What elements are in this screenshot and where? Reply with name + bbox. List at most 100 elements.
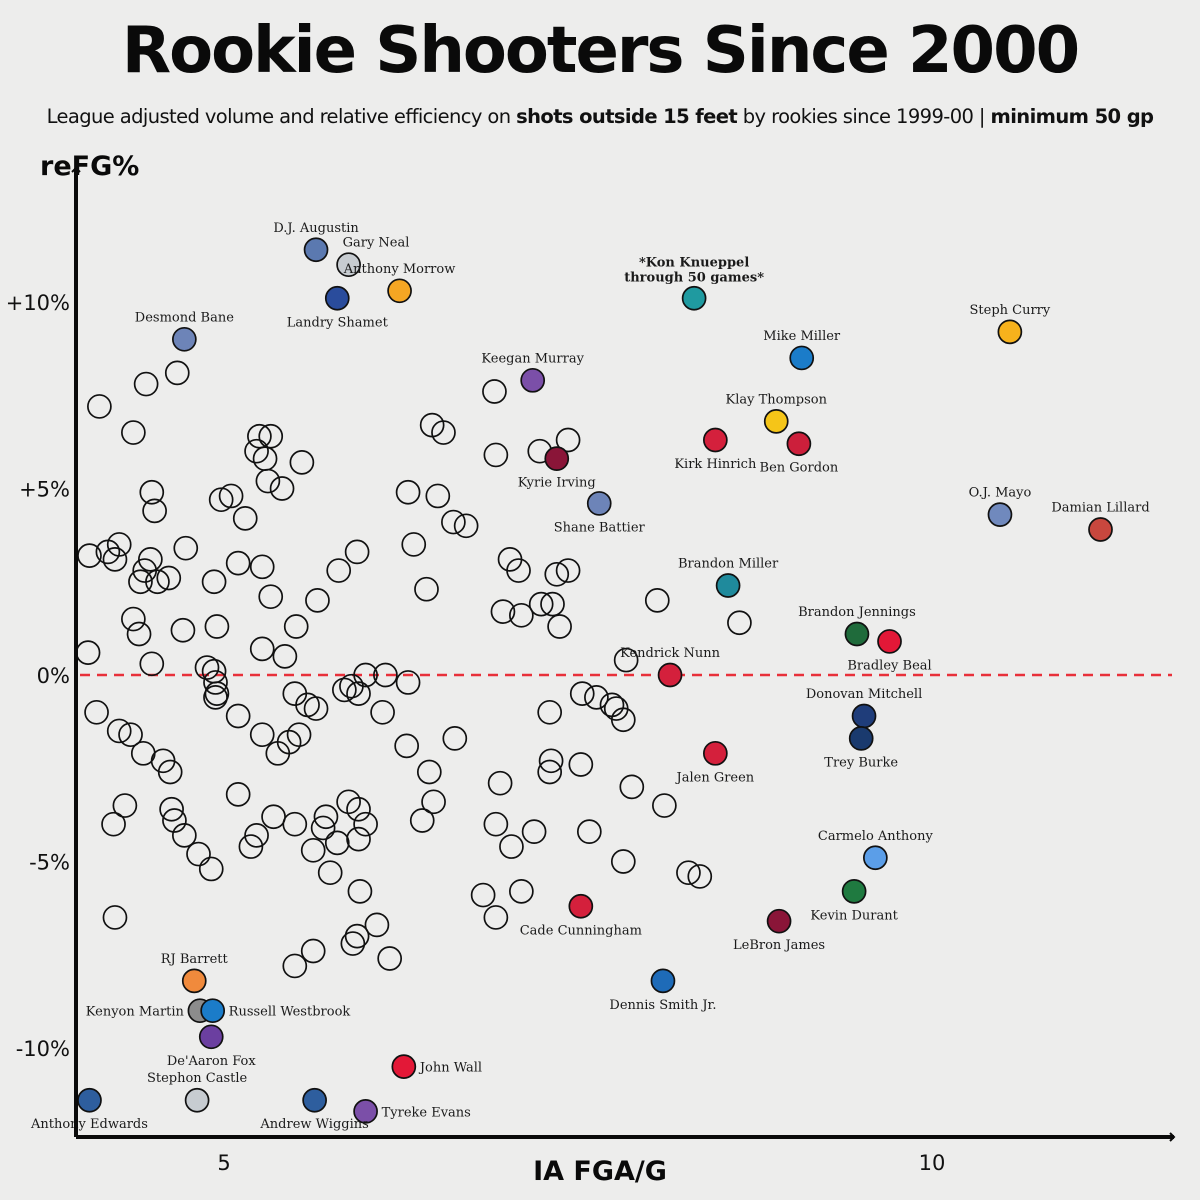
player-point[interactable] <box>346 681 371 707</box>
player-point[interactable] <box>584 685 609 710</box>
player-point[interactable] <box>303 696 329 721</box>
player-point[interactable] <box>442 726 468 751</box>
player-point[interactable] <box>198 856 224 882</box>
highlighted-player-point[interactable] <box>184 1087 210 1113</box>
player-point[interactable] <box>289 450 315 475</box>
player-point[interactable] <box>509 878 534 904</box>
highlighted-player-point[interactable] <box>181 968 207 994</box>
player-point[interactable] <box>483 905 509 930</box>
player-point[interactable] <box>126 621 152 647</box>
player-point[interactable] <box>102 547 128 572</box>
player-point[interactable] <box>521 819 547 845</box>
player-point[interactable] <box>336 789 361 815</box>
player-point[interactable] <box>128 569 153 595</box>
player-point[interactable] <box>106 532 132 557</box>
highlighted-player-point[interactable] <box>586 491 612 516</box>
player-point[interactable] <box>310 815 336 841</box>
player-point[interactable] <box>162 808 187 833</box>
player-point[interactable] <box>106 718 132 744</box>
player-point[interactable] <box>395 670 421 695</box>
highlighted-player-point[interactable] <box>766 908 792 934</box>
player-point[interactable] <box>232 505 258 531</box>
player-point[interactable] <box>344 539 370 565</box>
highlighted-player-point[interactable] <box>303 237 329 263</box>
player-point[interactable] <box>347 878 373 904</box>
player-point[interactable] <box>249 554 275 580</box>
highlighted-player-point[interactable] <box>789 345 815 371</box>
player-point[interactable] <box>528 591 554 617</box>
highlighted-player-point[interactable] <box>715 573 741 598</box>
highlighted-player-point[interactable] <box>848 726 874 751</box>
player-point[interactable] <box>194 655 220 680</box>
player-point[interactable] <box>453 513 479 539</box>
player-point[interactable] <box>164 360 190 386</box>
player-point[interactable] <box>244 438 269 464</box>
highlighted-player-point[interactable] <box>786 431 812 457</box>
player-point[interactable] <box>300 938 326 964</box>
player-point[interactable] <box>353 811 378 837</box>
player-point[interactable] <box>112 793 138 818</box>
player-point[interactable] <box>727 610 752 636</box>
player-point[interactable] <box>121 420 146 445</box>
player-point[interactable] <box>538 748 564 774</box>
player-point[interactable] <box>431 420 456 445</box>
player-point[interactable] <box>470 882 496 908</box>
highlighted-player-point[interactable] <box>77 1087 102 1113</box>
player-point[interactable] <box>300 837 326 863</box>
player-point[interactable] <box>509 602 534 628</box>
player-point[interactable] <box>506 558 531 583</box>
player-point[interactable] <box>332 677 357 703</box>
player-point[interactable] <box>261 804 286 830</box>
player-point[interactable] <box>84 699 109 725</box>
player-point[interactable] <box>377 946 403 971</box>
player-point[interactable] <box>373 662 398 688</box>
player-point[interactable] <box>499 834 524 859</box>
player-point[interactable] <box>173 535 199 561</box>
player-point[interactable] <box>610 849 636 874</box>
player-point[interactable] <box>340 931 366 956</box>
highlighted-player-point[interactable] <box>650 968 676 994</box>
player-point[interactable] <box>305 588 330 613</box>
player-point[interactable] <box>225 703 251 729</box>
highlighted-player-point[interactable] <box>520 367 546 393</box>
player-point[interactable] <box>326 558 352 583</box>
player-point[interactable] <box>139 479 165 505</box>
player-point[interactable] <box>172 823 197 848</box>
player-point[interactable] <box>102 905 128 930</box>
player-point[interactable] <box>272 643 298 669</box>
player-point[interactable] <box>409 808 435 833</box>
player-point[interactable] <box>208 487 234 513</box>
player-point[interactable] <box>353 662 378 688</box>
player-point[interactable] <box>201 569 227 595</box>
player-point[interactable] <box>555 427 581 453</box>
player-point[interactable] <box>414 576 439 602</box>
player-point[interactable] <box>145 569 170 595</box>
player-point[interactable] <box>394 733 420 759</box>
player-point[interactable] <box>613 647 639 673</box>
player-point[interactable] <box>203 685 228 710</box>
highlighted-player-point[interactable] <box>851 703 877 729</box>
player-point[interactable] <box>339 673 364 699</box>
player-point[interactable] <box>255 468 281 494</box>
player-point[interactable] <box>139 651 165 677</box>
player-point[interactable] <box>282 953 308 979</box>
highlighted-player-point[interactable] <box>302 1087 327 1113</box>
highlighted-player-point[interactable] <box>172 326 197 352</box>
highlighted-player-point[interactable] <box>568 893 594 919</box>
player-point[interactable] <box>547 614 572 639</box>
player-point[interactable] <box>487 770 513 796</box>
player-point[interactable] <box>652 793 677 818</box>
player-point[interactable] <box>676 860 701 886</box>
player-point[interactable] <box>555 558 581 583</box>
player-point[interactable] <box>441 509 466 535</box>
player-point[interactable] <box>568 752 594 777</box>
player-point[interactable] <box>244 823 269 848</box>
player-point[interactable] <box>282 811 308 837</box>
player-point[interactable] <box>544 561 570 587</box>
highlighted-player-point[interactable] <box>841 878 867 904</box>
player-point[interactable] <box>317 860 343 886</box>
player-point[interactable] <box>425 483 451 509</box>
player-point[interactable] <box>133 371 159 397</box>
player-point[interactable] <box>540 591 565 617</box>
highlighted-player-point[interactable] <box>987 502 1013 527</box>
